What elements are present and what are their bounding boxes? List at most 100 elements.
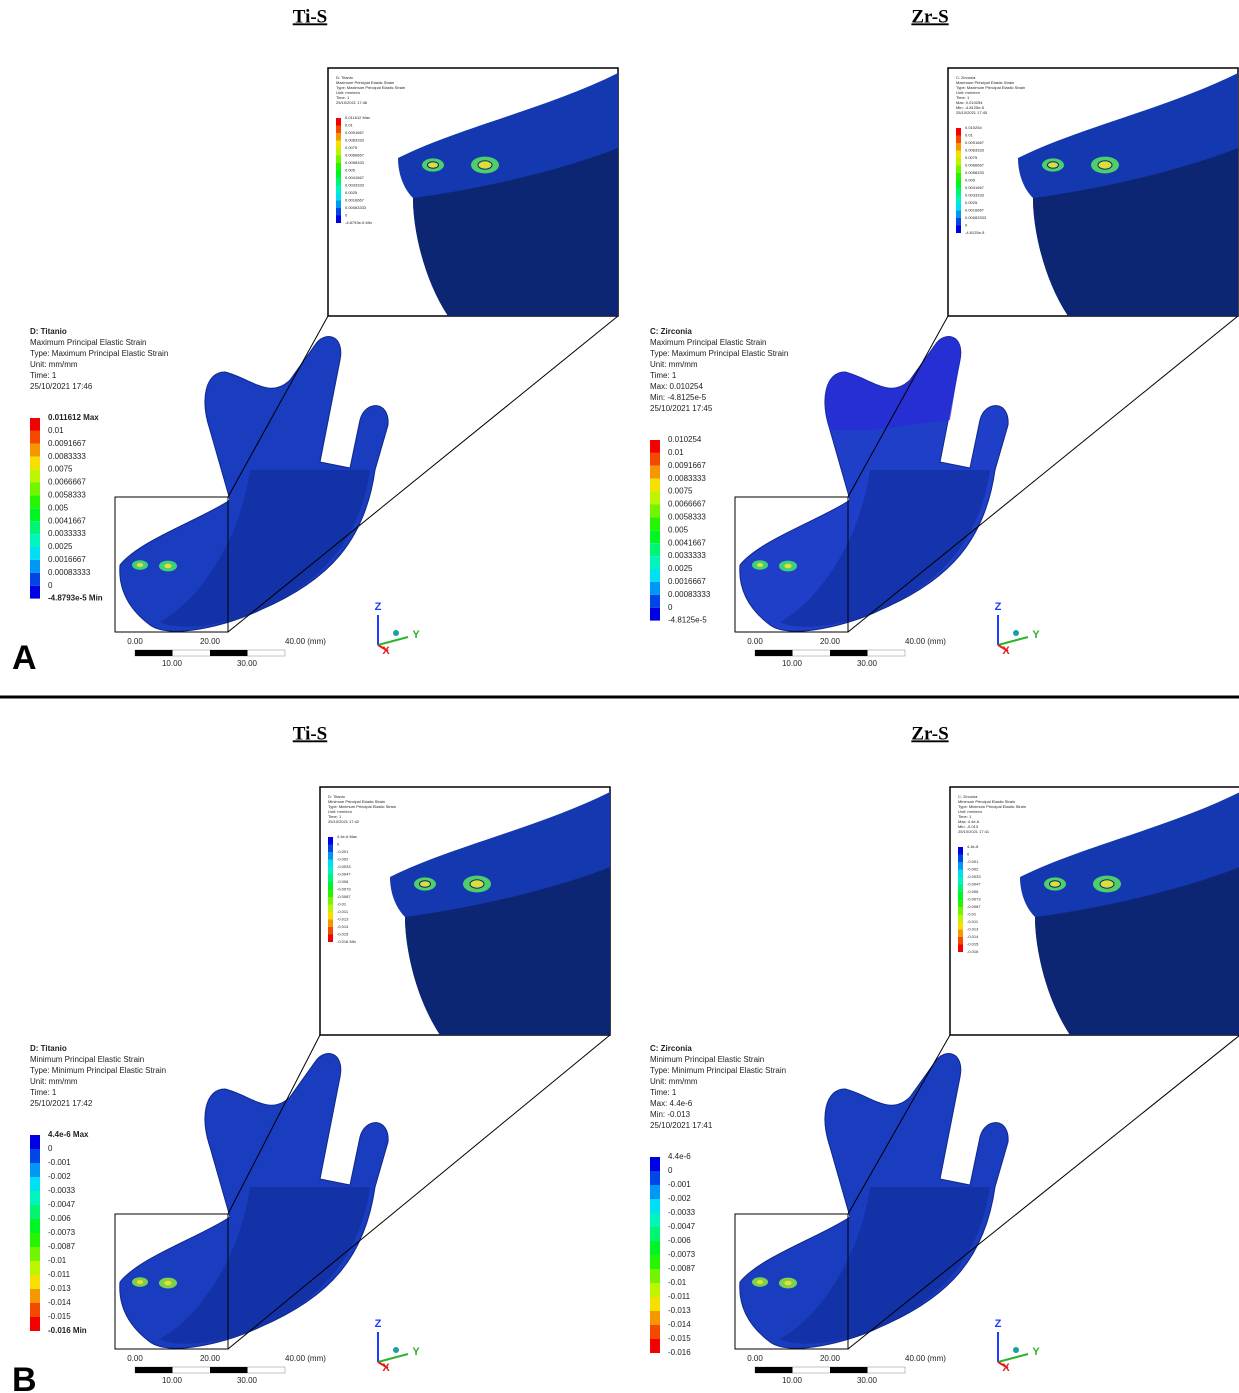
scale-label: 20.00 — [200, 1354, 221, 1363]
scale-label: 30.00 — [237, 1376, 258, 1385]
scale-label: 10.00 — [782, 659, 803, 668]
legend-label: -0.001 — [668, 1180, 691, 1189]
legend-label: 0.0091667 — [48, 439, 86, 448]
inset-legend-label: 0.0016667 — [965, 208, 985, 213]
triad-y — [998, 637, 1028, 645]
inset-legend-label: 0.0066667 — [345, 153, 365, 158]
triad-label: Y — [1032, 1346, 1040, 1358]
info-line: Unit: mm/mm — [30, 360, 78, 369]
inset-legend-label: -0.002 — [337, 857, 349, 862]
inset-legend-label: -4.8793e-5 Min — [345, 220, 372, 225]
legend-label: 0 — [48, 1144, 53, 1153]
inset-legend-swatch — [958, 862, 963, 870]
info-line: Time: 1 — [30, 1088, 57, 1097]
inset-legend-label: -0.001 — [337, 849, 349, 854]
info-line: C: Zirconia — [650, 327, 692, 336]
legend-swatch — [650, 492, 660, 505]
view-title: Ti-S — [293, 723, 328, 744]
legend-label: 0 — [48, 581, 53, 590]
legend-swatch — [650, 1283, 660, 1297]
legend-swatch — [30, 444, 40, 457]
inset-legend-swatch — [336, 156, 341, 164]
inset-legend-swatch — [956, 143, 961, 151]
triad-y — [378, 1354, 408, 1362]
inset-legend-label: -0.0033 — [967, 874, 981, 879]
scale-seg — [755, 650, 793, 656]
legend-label: 0.01 — [668, 448, 684, 457]
legend-label: -0.0087 — [48, 1242, 76, 1251]
inset-legend-swatch — [958, 847, 963, 855]
legend-label: 0.0025 — [668, 564, 693, 573]
triad-dot — [393, 630, 399, 636]
legend-swatch — [30, 1261, 40, 1275]
inset-legend-swatch — [336, 126, 341, 134]
info-line: D: Titanio — [30, 1044, 67, 1053]
inset-legend-swatch — [958, 945, 963, 953]
inset-legend-swatch — [956, 128, 961, 136]
legend-swatch — [650, 517, 660, 530]
inset-legend-swatch — [958, 900, 963, 908]
legend-swatch — [650, 453, 660, 466]
legend-label: -4.8793e-5 Min — [48, 594, 103, 603]
inset-legend-label: -0.0047 — [337, 872, 351, 877]
info-line: Max: 4.4e-6 — [650, 1099, 693, 1108]
legend-swatch — [30, 547, 40, 560]
legend-swatch — [30, 418, 40, 431]
inset-spot-core — [1048, 162, 1059, 169]
legend-label: 0.0025 — [48, 542, 73, 551]
legend-swatch — [30, 534, 40, 547]
view: Ti-S D: Titanio Minimum Principal Elastic … — [30, 723, 610, 1385]
inset-legend-swatch — [336, 193, 341, 201]
inset-legend-swatch — [956, 181, 961, 189]
inset-legend-label: 0.0083333 — [345, 138, 365, 143]
inset-legend-label: 0.00083333 — [345, 205, 367, 210]
legend-label: -0.0033 — [668, 1208, 696, 1217]
inset-legend-swatch — [958, 892, 963, 900]
triad-label: Z — [375, 1318, 382, 1330]
legend-swatch — [30, 1317, 40, 1331]
triad-label: Z — [995, 1318, 1002, 1330]
inset-legend-label: -0.011 — [337, 909, 349, 914]
inset-legend-swatch — [958, 922, 963, 930]
legend-label: 0.005 — [668, 525, 689, 534]
scale-label: 30.00 — [857, 1376, 878, 1385]
scale-label: 10.00 — [782, 1376, 803, 1385]
inset-legend-label: 0.0033333 — [965, 193, 985, 198]
inset-legend-label: -0.002 — [967, 867, 979, 872]
legend-swatch — [30, 1275, 40, 1289]
inset-legend-label: 0.0066667 — [965, 163, 985, 168]
legend-label: 0.0066667 — [48, 478, 86, 487]
strain-core — [784, 564, 791, 569]
legend-label: -0.013 — [48, 1284, 71, 1293]
legend-swatch — [650, 1185, 660, 1199]
legend-label: -0.002 — [48, 1172, 71, 1181]
inset-legend-label: 0.0091667 — [345, 130, 365, 135]
inset-legend-swatch — [336, 141, 341, 149]
legend-label: -0.001 — [48, 1158, 71, 1167]
inset-legend-label: 0.00083333 — [965, 215, 987, 220]
legend-label: 0.0058333 — [668, 513, 706, 522]
legend-swatch — [30, 521, 40, 534]
legend-swatch — [30, 1149, 40, 1163]
triad-y — [998, 1354, 1028, 1362]
inset-legend-label: -0.0087 — [337, 894, 351, 899]
inset-spot-core — [420, 881, 431, 888]
legend-label: -0.014 — [48, 1298, 71, 1307]
inset-legend-label: -0.001 — [967, 859, 979, 864]
inset-legend-swatch — [328, 867, 333, 875]
scale-label: 0.00 — [127, 637, 143, 646]
panel-label: B — [12, 1361, 37, 1393]
triad-label: Y — [412, 629, 420, 641]
triad-label: Y — [412, 1346, 420, 1358]
inset-legend-swatch — [956, 188, 961, 196]
legend-swatch — [650, 608, 660, 621]
info-line: Minimum Principal Elastic Strain — [30, 1055, 144, 1064]
scale-seg — [830, 650, 868, 656]
inset-legend-label: 0.005 — [965, 178, 976, 183]
legend-swatch — [650, 569, 660, 582]
inset-legend-label: -0.011 — [967, 919, 979, 924]
info-line: Type: Maximum Principal Elastic Strain — [650, 349, 788, 358]
inset-legend-swatch — [336, 201, 341, 209]
strain-core — [164, 564, 171, 569]
panel-label: A — [12, 639, 37, 677]
